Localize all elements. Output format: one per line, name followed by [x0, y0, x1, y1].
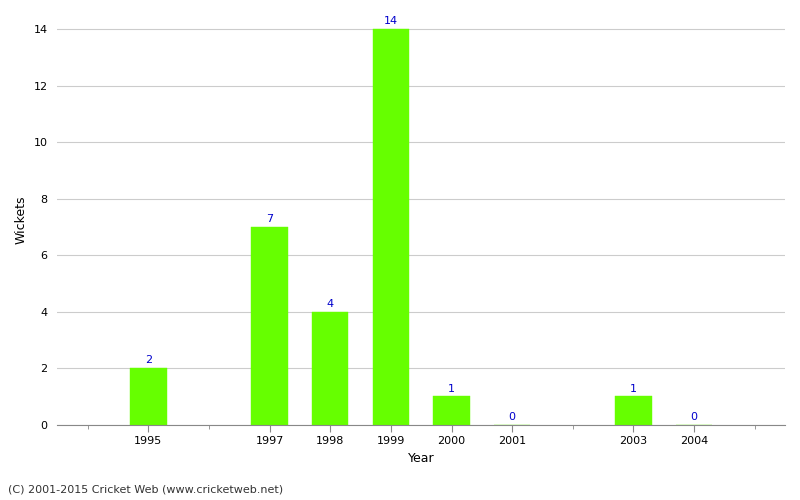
Text: 4: 4: [326, 299, 334, 309]
Bar: [373, 29, 409, 424]
Text: 2: 2: [145, 356, 152, 366]
Text: 0: 0: [690, 412, 698, 422]
Text: 7: 7: [266, 214, 273, 224]
Text: 1: 1: [630, 384, 637, 394]
Bar: [312, 312, 349, 424]
Bar: [251, 227, 288, 424]
Text: 0: 0: [509, 412, 516, 422]
Bar: [130, 368, 166, 424]
Y-axis label: Wickets: Wickets: [15, 196, 28, 244]
Bar: [615, 396, 652, 424]
Bar: [434, 396, 470, 424]
X-axis label: Year: Year: [408, 452, 434, 465]
Text: (C) 2001-2015 Cricket Web (www.cricketweb.net): (C) 2001-2015 Cricket Web (www.cricketwe…: [8, 485, 283, 495]
Text: 1: 1: [448, 384, 455, 394]
Text: 14: 14: [384, 16, 398, 26]
